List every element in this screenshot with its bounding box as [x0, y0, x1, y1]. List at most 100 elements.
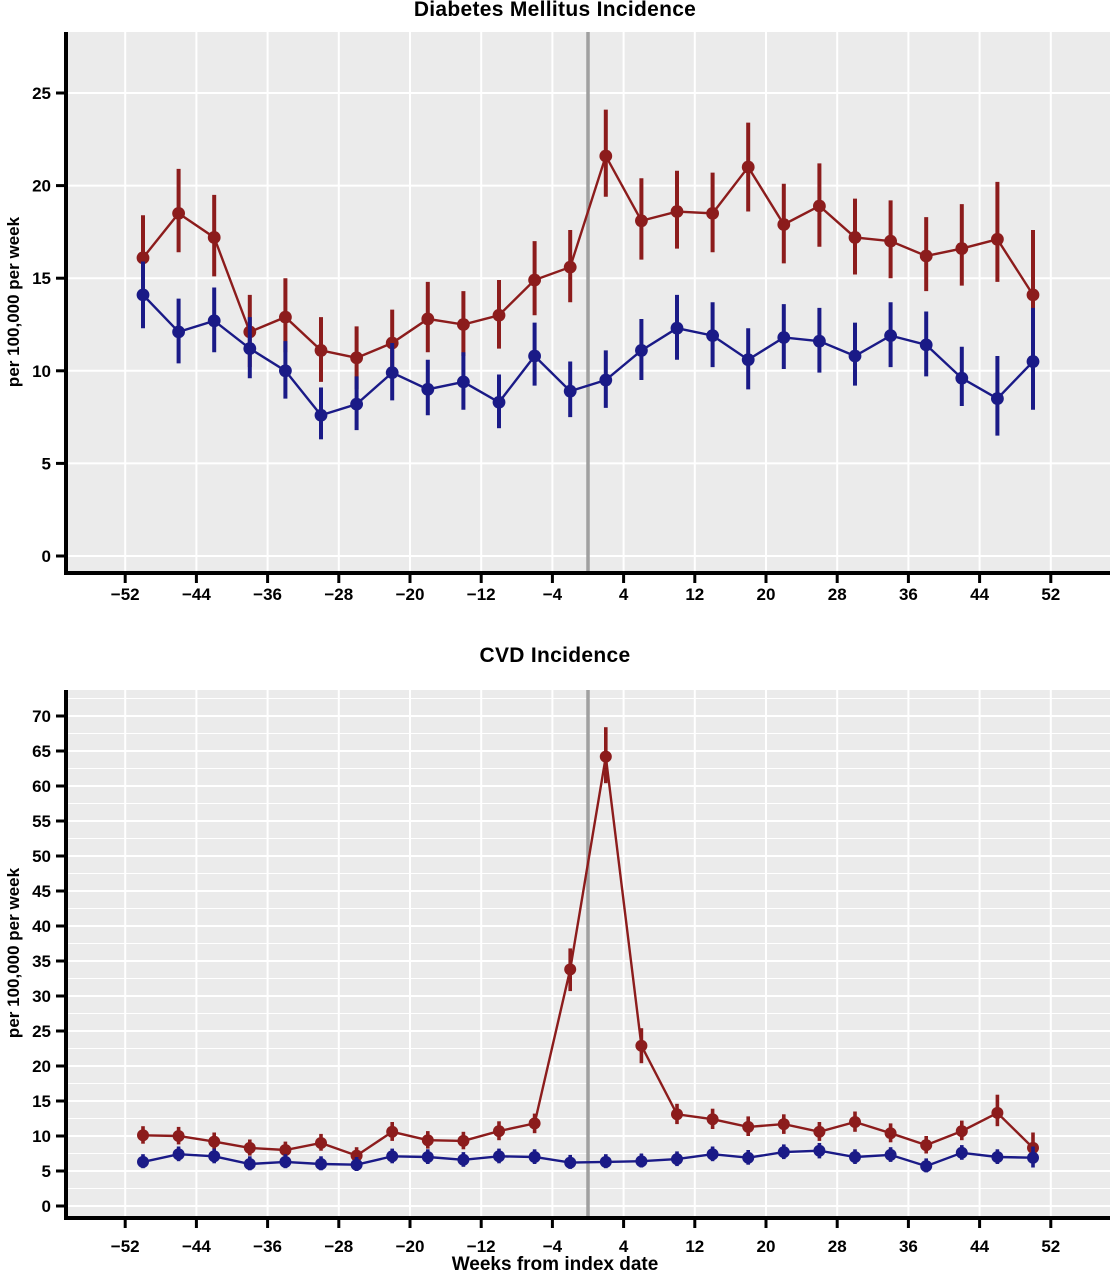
- blue-point: [457, 375, 470, 389]
- blue-point: [457, 1153, 470, 1166]
- chart-title-cvd: CVD Incidence: [479, 644, 631, 667]
- red-point: [1026, 288, 1040, 302]
- red-point: [457, 1134, 470, 1147]
- blue-point: [635, 1155, 648, 1168]
- blue-point: [706, 329, 719, 343]
- x-tick-label: 44: [970, 1237, 989, 1256]
- blue-point: [279, 1155, 292, 1168]
- blue-line: [142, 294, 1034, 417]
- x-tick-label: −52: [111, 585, 140, 604]
- y-tick-label: 20: [32, 177, 51, 196]
- red-point: [813, 1125, 826, 1138]
- blue-point: [671, 1153, 683, 1166]
- y-tick-label: 5: [42, 454, 51, 473]
- blue-point: [849, 1151, 861, 1163]
- red-point: [208, 1135, 221, 1148]
- red-point: [172, 206, 186, 220]
- blue-point: [208, 1150, 221, 1163]
- blue-point: [813, 1144, 826, 1157]
- red-line: [142, 756, 1034, 1157]
- x-tick-label: 36: [899, 1237, 918, 1256]
- red-point: [741, 160, 755, 174]
- blue-point: [243, 1158, 256, 1170]
- x-tick-label: −36: [253, 1237, 282, 1256]
- red-point: [670, 205, 684, 218]
- red-point: [421, 1134, 434, 1147]
- y-axis-label-diabetes: per 100,000 per week: [4, 216, 23, 388]
- x-axis-label: Weeks from index date: [451, 1254, 659, 1275]
- blue-point: [564, 1156, 577, 1169]
- blue-point: [528, 1151, 541, 1163]
- y-tick-label: 45: [32, 882, 51, 901]
- y-tick-label: 10: [32, 1127, 51, 1146]
- blue-point: [599, 373, 613, 387]
- blue-point: [421, 382, 435, 396]
- red-point: [493, 1125, 505, 1138]
- red-point: [207, 231, 221, 244]
- red-point: [848, 231, 862, 244]
- y-tick-label: 25: [32, 84, 51, 103]
- red-point: [563, 260, 577, 274]
- red-point: [350, 351, 363, 365]
- x-tick-label: 12: [685, 585, 704, 604]
- x-tick-label: −36: [253, 585, 282, 604]
- blue-point: [563, 384, 577, 398]
- blue-point: [741, 353, 755, 367]
- y-tick-label: 30: [32, 987, 51, 1006]
- blue-series: [136, 261, 1040, 440]
- red-point: [137, 1129, 149, 1142]
- blue-point: [670, 321, 684, 335]
- blue-point: [919, 338, 933, 352]
- x-tick-label: −52: [111, 1237, 140, 1256]
- blue-point: [172, 325, 186, 339]
- x-tick-label: 52: [1041, 1237, 1060, 1256]
- x-tick-label: 4: [619, 585, 629, 604]
- red-point: [849, 1116, 861, 1128]
- blue-point: [350, 397, 363, 411]
- red-point: [599, 149, 613, 163]
- red-point: [386, 1125, 399, 1138]
- x-tick-label: 20: [757, 1237, 776, 1256]
- blue-point: [421, 1151, 434, 1163]
- red-point: [671, 1108, 683, 1121]
- red-point: [635, 1039, 648, 1052]
- y-tick-label: 35: [32, 952, 51, 971]
- y-tick-label: 0: [42, 547, 51, 566]
- blue-point: [848, 349, 862, 363]
- y-tick-label: 5: [42, 1162, 51, 1181]
- blue-point: [172, 1148, 185, 1161]
- y-tick-label: 65: [32, 742, 51, 761]
- x-tick-label: 20: [757, 585, 776, 604]
- blue-point: [528, 349, 541, 363]
- y-tick-label: 25: [32, 1022, 51, 1041]
- y-tick-label: 0: [42, 1197, 51, 1216]
- x-tick-label: 28: [828, 1237, 847, 1256]
- red-point: [742, 1120, 755, 1133]
- y-tick-label: 40: [32, 917, 51, 936]
- red-point: [706, 206, 719, 220]
- y-tick-label: 70: [32, 707, 51, 726]
- y-tick-label: 20: [32, 1057, 51, 1076]
- red-point: [635, 214, 648, 228]
- blue-point: [920, 1160, 933, 1173]
- red-point: [920, 1139, 933, 1152]
- blue-point: [493, 1150, 505, 1163]
- y-tick-label: 15: [32, 269, 51, 288]
- chart-title-diabetes: Diabetes Mellitus Incidence: [413, 0, 697, 21]
- red-point: [528, 273, 541, 287]
- x-tick-label: −28: [324, 1237, 353, 1256]
- blue-point: [884, 1148, 897, 1161]
- x-tick-label: −12: [467, 585, 496, 604]
- y-tick-label: 10: [32, 362, 51, 381]
- gridlines: [68, 32, 1110, 571]
- blue-point: [777, 1146, 790, 1159]
- blue-point: [243, 342, 257, 355]
- x-tick-label: −44: [182, 1237, 211, 1256]
- blue-point: [991, 392, 1004, 405]
- red-point: [492, 308, 506, 322]
